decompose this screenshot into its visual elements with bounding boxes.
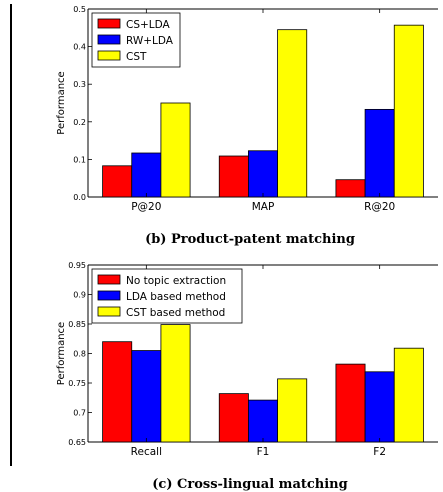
bar (364, 108, 395, 198)
y-tick-label: 0.7 (73, 409, 86, 418)
y-tick-label: 0.8 (73, 350, 86, 359)
bar (393, 24, 424, 198)
caption-b: (b) Product-patent matching (145, 232, 355, 247)
x-tick-label: F1 (257, 446, 270, 458)
x-tick-label: Recall (131, 446, 162, 458)
legend-swatch (97, 18, 121, 29)
legend-swatch (97, 50, 121, 61)
caption-c: (c) Cross-lingual matching (152, 477, 347, 492)
bar (160, 102, 191, 198)
bar (248, 399, 278, 443)
legend-swatch (97, 290, 121, 301)
legend-label: LDA based method (126, 291, 226, 303)
bar (335, 179, 366, 198)
bar (102, 165, 133, 198)
bar (364, 371, 395, 443)
bar (277, 378, 308, 443)
y-tick-label: 0.85 (68, 320, 86, 329)
y-tick-label: 0.2 (73, 118, 86, 127)
legend-label: CST (126, 51, 147, 63)
legend-swatch (97, 306, 121, 317)
y-axis-label: Performance (56, 71, 67, 134)
legend-label: CS+LDA (126, 19, 171, 31)
bar (131, 350, 162, 443)
bar (218, 155, 249, 198)
bar (102, 341, 133, 443)
y-tick-label: 0.3 (73, 80, 86, 89)
x-tick-label: F2 (373, 446, 386, 458)
y-tick-label: 0.4 (73, 43, 86, 52)
bar (218, 393, 249, 443)
bar (160, 324, 191, 443)
y-tick-label: 0.0 (73, 193, 86, 202)
bar (277, 29, 308, 198)
bar (335, 363, 366, 443)
x-tick-label: P@20 (131, 201, 161, 213)
legend-swatch (97, 34, 121, 45)
y-axis-label: Performance (56, 322, 67, 385)
bar (393, 347, 424, 443)
y-tick-label: 0.9 (73, 291, 86, 300)
legend-label: RW+LDA (126, 35, 174, 47)
y-tick-label: 0.65 (68, 438, 86, 447)
bar (248, 150, 278, 198)
y-tick-label: 0.95 (68, 261, 86, 270)
y-tick-label: 0.75 (68, 379, 86, 388)
y-tick-label: 0.5 (73, 5, 86, 14)
legend-label: CST based method (126, 307, 225, 319)
y-tick-label: 0.1 (73, 155, 86, 164)
x-tick-label: R@20 (364, 201, 395, 213)
bar (131, 152, 162, 198)
legend-swatch (97, 274, 121, 285)
x-tick-label: MAP (252, 201, 275, 213)
legend-label: No topic extraction (126, 275, 226, 287)
chart-c: 0.65 0.7 0.75 0.8 0.85 0.9 0.95 Performance Reca… (56, 261, 438, 458)
chart-b: 0.0 0.1 0.2 0.3 0.4 0.5 Performance P@20 MAP R@20… (56, 5, 438, 213)
